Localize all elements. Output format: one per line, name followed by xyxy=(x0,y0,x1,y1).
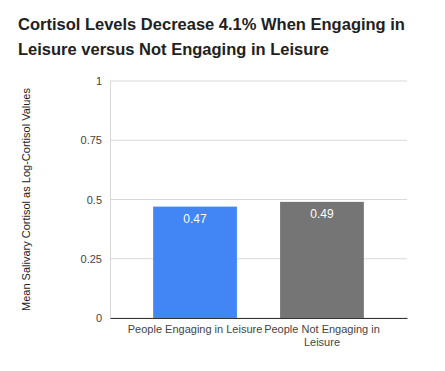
y-tick-label: 0.25 xyxy=(81,253,102,265)
data-label: 0.49 xyxy=(310,207,334,221)
y-tick: 0.5 xyxy=(87,194,110,206)
y-tick: 0.25 xyxy=(81,253,110,265)
y-tick-label: 0 xyxy=(96,312,102,324)
chart: Cortisol Levels Decrease 4.1% When Engag… xyxy=(0,0,445,371)
data-label: 0.47 xyxy=(183,212,207,226)
bar xyxy=(153,207,237,318)
y-tick-label: 0.5 xyxy=(87,194,102,206)
grid xyxy=(110,81,407,318)
grid-line xyxy=(110,199,407,200)
x-tick-label: People Engaging in Leisure xyxy=(128,323,263,335)
text-line: People Not Engaging in xyxy=(264,323,380,335)
y-axis-title: Mean Salivary Cortisol as Log-Cortisol V… xyxy=(20,88,32,311)
background xyxy=(0,0,445,371)
text-line: People Engaging in Leisure xyxy=(128,323,263,335)
x-axis-line xyxy=(111,318,408,319)
x-tick-label: People Not Engaging inLeisure xyxy=(264,323,380,348)
bar xyxy=(280,202,364,318)
grid-line xyxy=(110,81,407,82)
text-line: Cortisol Levels Decrease 4.1% When Engag… xyxy=(18,15,405,33)
x-tick: People Engaging in Leisure xyxy=(128,318,263,335)
y-tick: 1 xyxy=(96,75,110,87)
grid-line xyxy=(110,140,407,141)
x-axis: People Engaging in LeisurePeople Not Eng… xyxy=(111,318,408,348)
x-tick: People Not Engaging inLeisure xyxy=(264,318,380,348)
title: Cortisol Levels Decrease 4.1% When Engag… xyxy=(18,15,405,58)
y-tick-label: 1 xyxy=(96,75,102,87)
y-axis-line xyxy=(110,82,111,319)
y-axis: 0 0.25 0.5 0.75 1 xyxy=(81,75,111,324)
text-line: Leisure xyxy=(304,336,340,348)
y-tick-label: 0.75 xyxy=(81,134,102,146)
bars xyxy=(153,202,364,318)
y-tick: 0.75 xyxy=(81,134,110,146)
plot: 0 0.25 0.5 0.75 1 People Engaging in LeisureP… xyxy=(81,75,408,348)
y-tick: 0 xyxy=(96,312,110,324)
text-line: Leisure versus Not Engaging in Leisure xyxy=(18,40,329,58)
data-labels: 0.47 0.49 xyxy=(183,207,334,226)
